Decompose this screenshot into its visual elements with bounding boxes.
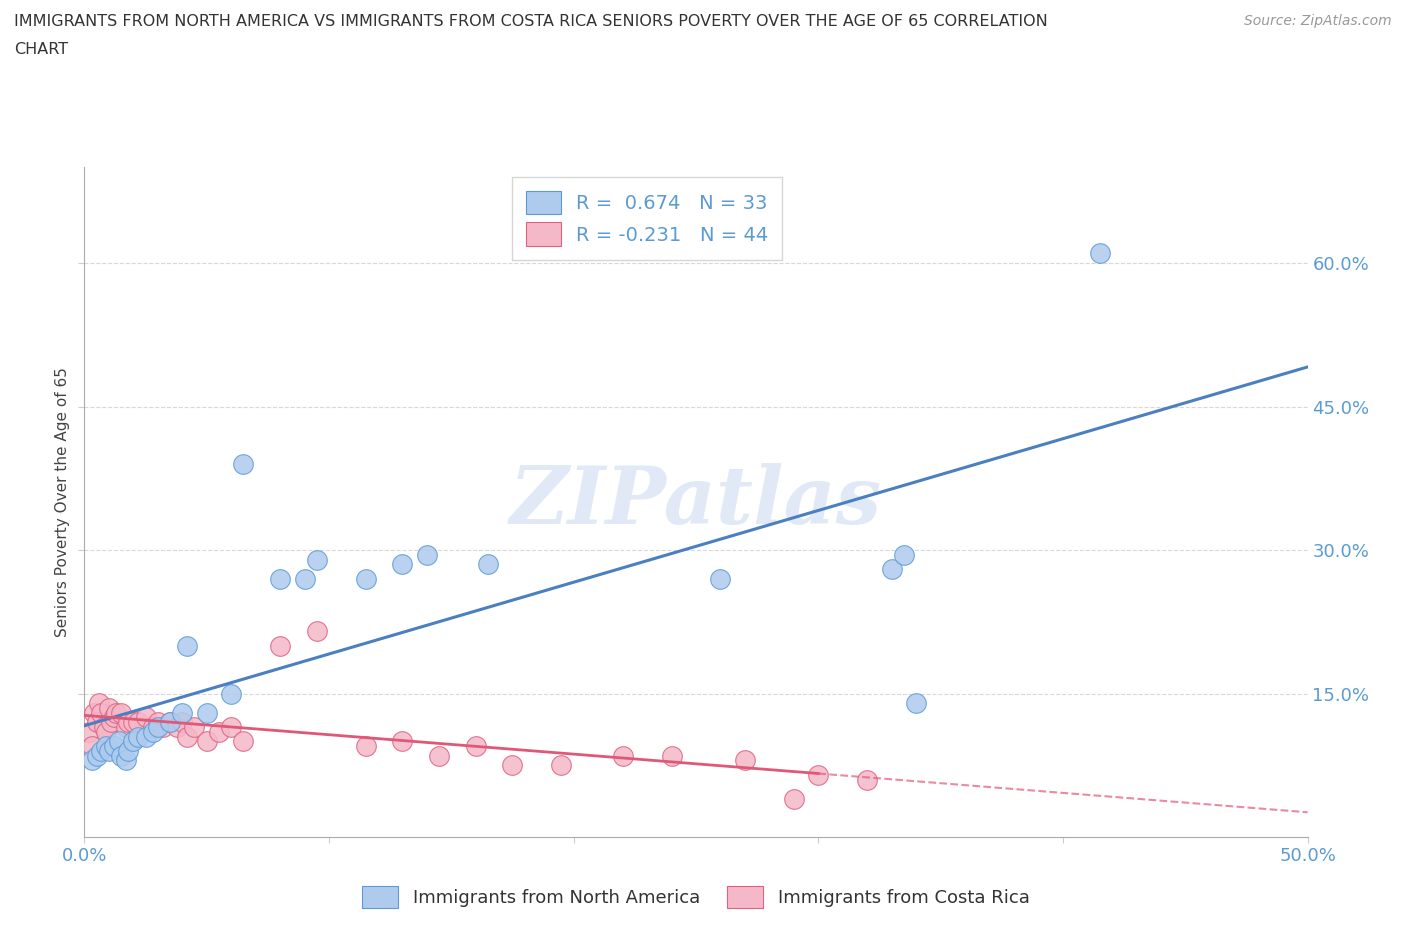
Point	[146, 720, 169, 735]
Point	[115, 720, 138, 735]
Point	[77, 724, 100, 739]
Point	[905, 696, 928, 711]
Legend: Immigrants from North America, Immigrants from Costa Rica: Immigrants from North America, Immigrant…	[356, 879, 1036, 915]
Point	[80, 738, 103, 753]
Point	[86, 749, 108, 764]
Point	[232, 457, 254, 472]
Point	[152, 720, 174, 735]
Text: Source: ZipAtlas.com: Source: ZipAtlas.com	[1244, 14, 1392, 28]
Point	[416, 548, 439, 563]
Point	[96, 738, 118, 753]
Point	[354, 571, 377, 586]
Point	[734, 753, 756, 768]
Point	[305, 624, 328, 639]
Point	[103, 738, 125, 753]
Point	[146, 715, 169, 730]
Point	[269, 638, 291, 653]
Point	[127, 715, 149, 730]
Text: CHART: CHART	[14, 42, 67, 57]
Point	[219, 686, 242, 701]
Point	[195, 705, 218, 720]
Point	[464, 738, 486, 753]
Point	[183, 720, 205, 735]
Point	[391, 734, 413, 749]
Point	[110, 749, 132, 764]
Point	[856, 772, 879, 787]
Point	[612, 749, 634, 764]
Point	[159, 715, 181, 730]
Point	[427, 749, 450, 764]
Point	[294, 571, 316, 586]
Point	[269, 571, 291, 586]
Point	[105, 705, 128, 720]
Point	[166, 720, 188, 735]
Point	[86, 715, 108, 730]
Point	[176, 729, 198, 744]
Point	[90, 705, 112, 720]
Point	[807, 767, 830, 782]
Point	[172, 715, 194, 730]
Point	[135, 729, 157, 744]
Point	[110, 705, 132, 720]
Point	[122, 715, 145, 730]
Point	[391, 557, 413, 572]
Y-axis label: Seniors Poverty Over the Age of 65: Seniors Poverty Over the Age of 65	[55, 367, 70, 637]
Point	[880, 562, 903, 577]
Point	[176, 638, 198, 653]
Point	[122, 734, 145, 749]
Point	[97, 743, 120, 758]
Point	[354, 738, 377, 753]
Point	[142, 724, 165, 739]
Point	[783, 791, 806, 806]
Point	[709, 571, 731, 586]
Point	[195, 734, 218, 749]
Point	[1088, 246, 1111, 261]
Point	[96, 724, 118, 739]
Point	[87, 696, 110, 711]
Point	[107, 734, 129, 749]
Point	[208, 724, 231, 739]
Point	[172, 705, 194, 720]
Point	[80, 753, 103, 768]
Point	[115, 753, 138, 768]
Point	[305, 552, 328, 567]
Point	[159, 715, 181, 730]
Point	[90, 743, 112, 758]
Point	[219, 720, 242, 735]
Point	[550, 758, 572, 773]
Text: IMMIGRANTS FROM NORTH AMERICA VS IMMIGRANTS FROM COSTA RICA SENIORS POVERTY OVER: IMMIGRANTS FROM NORTH AMERICA VS IMMIGRA…	[14, 14, 1047, 29]
Point	[117, 715, 139, 730]
Point	[232, 734, 254, 749]
Point	[93, 720, 115, 735]
Point	[103, 710, 125, 724]
Point	[893, 548, 915, 563]
Point	[135, 710, 157, 724]
Point	[127, 729, 149, 744]
Text: ZIPatlas: ZIPatlas	[510, 463, 882, 541]
Point	[477, 557, 499, 572]
Point	[97, 700, 120, 715]
Point	[502, 758, 524, 773]
Point	[83, 705, 105, 720]
Point	[117, 743, 139, 758]
Point	[100, 715, 122, 730]
Point	[142, 720, 165, 735]
Point	[661, 749, 683, 764]
